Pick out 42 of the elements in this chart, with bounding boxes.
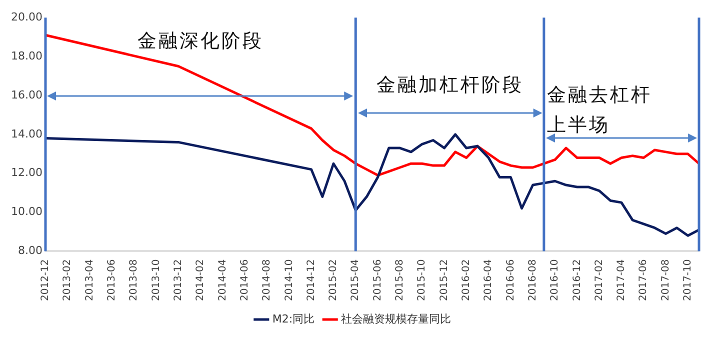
x-tick-label: 2016-08 xyxy=(527,259,538,302)
x-tick-label: 2014-08 xyxy=(262,259,273,302)
x-tick-label: 2015-12 xyxy=(438,259,450,302)
x-tick-label: 2017-10 xyxy=(682,259,694,302)
annotation: 金融深化阶段 xyxy=(136,29,265,54)
x-tick-label: 2013-04 xyxy=(84,259,96,302)
x-tick-label: 2013-08 xyxy=(128,259,140,302)
annotation: 金融去杠杆上半场 xyxy=(546,83,653,138)
y-tick-label: 12.00 xyxy=(10,166,42,180)
x-tick-label: 2016-02 xyxy=(460,259,472,302)
x-tick-label: 2014-04 xyxy=(217,259,228,302)
x-tick-label: 2015-08 xyxy=(394,259,406,302)
x-tick-label: 2017-08 xyxy=(660,259,672,302)
x-tick-label: 2016-04 xyxy=(483,259,494,302)
y-tick-label: 20.00 xyxy=(10,10,42,24)
x-tick-label: 2015-10 xyxy=(416,259,428,302)
x-tick-label: 2015-02 xyxy=(328,259,340,302)
annotation: 金融加杠杆阶段 xyxy=(375,73,524,98)
x-tick-label: 2016-10 xyxy=(550,259,561,302)
y-tick-label: 18.00 xyxy=(10,49,42,62)
x-tick-label: 2014-06 xyxy=(239,259,250,302)
x-tick-label: 2013-02 xyxy=(62,259,74,302)
x-tick-label: 2016-06 xyxy=(505,259,516,302)
y-tick-label: 16.00 xyxy=(10,88,42,102)
x-tick-label: 2014-02 xyxy=(195,259,206,302)
x-tick-label: 2013-12 xyxy=(173,259,184,302)
x-tick-label: 2015-04 xyxy=(350,259,362,302)
x-tick-label: 2012-12 xyxy=(40,259,52,302)
x-tick-label: 2014-12 xyxy=(306,259,317,302)
x-tick-label: 2013-10 xyxy=(150,259,162,302)
x-tick-label: 2014-10 xyxy=(284,259,295,302)
x-tick-label: 2017-06 xyxy=(638,259,650,302)
y-tick-label: 8.00 xyxy=(18,244,42,258)
legend-label: M2:同比 xyxy=(272,312,315,326)
x-tick-label: 2013-06 xyxy=(106,259,118,302)
x-tick-label: 2017-04 xyxy=(616,259,628,302)
x-tick-label: 2015-06 xyxy=(372,259,384,302)
x-tick-label: 2017-02 xyxy=(594,259,605,302)
y-tick-label: 14.00 xyxy=(10,127,42,140)
y-tick-label: 10.00 xyxy=(10,205,42,218)
legend-label: 社会融资规模存量同比 xyxy=(341,312,452,326)
x-tick-label: 2016-12 xyxy=(572,259,583,302)
